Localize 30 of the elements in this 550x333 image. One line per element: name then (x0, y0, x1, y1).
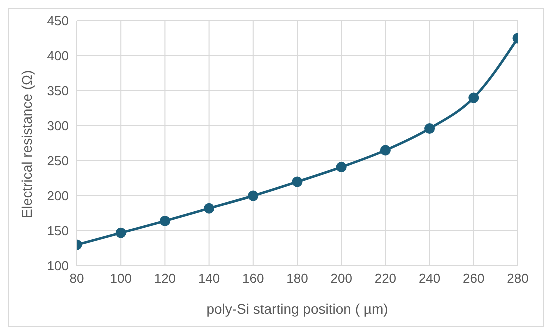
point (248, 190, 259, 202)
x-tick-label: 80 (70, 271, 84, 286)
x-tick-label: 260 (463, 271, 485, 286)
point (116, 228, 126, 238)
x-tick-label: 240 (418, 271, 441, 286)
point (204, 203, 215, 214)
x-tick-label: 220 (374, 271, 397, 286)
x-tick-label: 140 (198, 271, 220, 286)
point (160, 216, 170, 226)
y-tick-label: 200 (47, 188, 69, 204)
x-tick-label: 100 (110, 271, 132, 286)
y-tick-label: 450 (47, 14, 69, 29)
y-tick-label: 400 (47, 48, 69, 64)
point (292, 176, 303, 188)
y-axis-title: Electrical resistance (Ω) (18, 70, 35, 218)
point (336, 162, 347, 173)
point (468, 92, 480, 104)
y-tick-label: 350 (47, 84, 69, 99)
point (380, 145, 391, 156)
x-tick-label: 280 (507, 271, 529, 286)
x-tick-label: 200 (330, 271, 352, 286)
y-tick-label: 300 (47, 118, 69, 134)
y-tick-label: 150 (47, 224, 69, 239)
point (424, 124, 436, 134)
x-axis-title: poly-Si starting position ( µm) (206, 301, 388, 317)
y-tick-label: 250 (47, 154, 69, 169)
x-tick-label: 160 (242, 271, 264, 286)
x-tick-label: 180 (286, 271, 308, 286)
x-tick-label: 120 (154, 271, 176, 286)
y-tick-label: 100 (47, 258, 69, 274)
